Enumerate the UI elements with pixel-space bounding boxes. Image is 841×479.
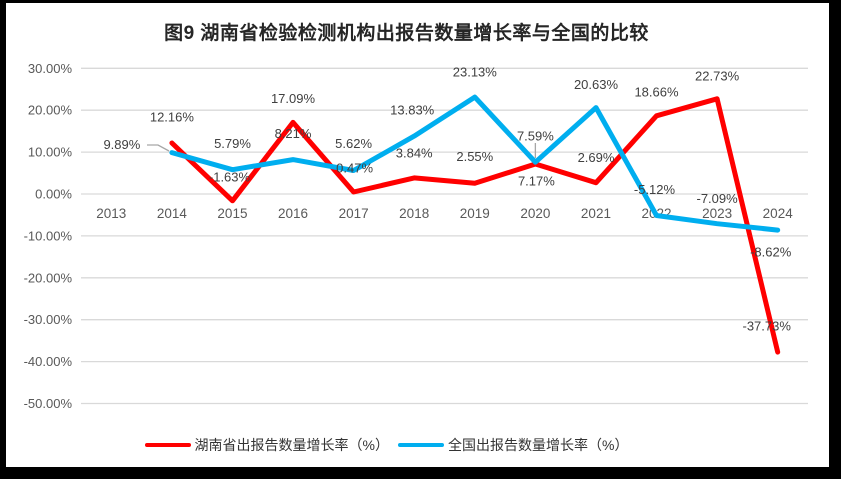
data-label: 5.62% [335, 136, 372, 151]
x-axis-tick-label: 2016 [278, 206, 308, 221]
x-axis-tick-label: 2017 [339, 206, 369, 221]
y-axis-tick-label: -10.00% [24, 228, 73, 243]
data-label: -37.73% [742, 319, 791, 334]
x-axis-tick-label: 2024 [763, 206, 794, 221]
legend-item-national: 全国出报告数量增长率（%） [398, 435, 628, 455]
data-label: 3.84% [396, 145, 433, 160]
chart-legend: 湖南省出报告数量增长率（%） 全国出报告数量增长率（%） [6, 434, 767, 456]
data-label: 22.73% [695, 68, 740, 83]
y-axis-tick-label: 20.00% [28, 103, 73, 118]
y-axis-tick-label: 10.00% [28, 145, 73, 160]
data-label: 8.21% [275, 126, 312, 141]
data-label: 7.17% [518, 174, 555, 189]
y-axis-tick-label: 0.00% [35, 187, 72, 202]
x-axis-tick-label: 2020 [520, 206, 550, 221]
y-axis-tick-label: -40.00% [24, 354, 73, 369]
data-label: 23.13% [453, 65, 498, 80]
data-label: 0.47% [336, 161, 373, 176]
data-label: 20.63% [574, 77, 619, 92]
data-label: -8.62% [750, 245, 792, 260]
data-label: 18.66% [634, 84, 679, 99]
y-axis-tick-label: 30.00% [28, 61, 73, 76]
x-axis-tick-label: 2014 [157, 206, 188, 221]
data-label: 13.83% [390, 103, 435, 118]
y-axis-tick-label: -30.00% [24, 312, 73, 327]
x-axis-tick-label: 2018 [399, 206, 429, 221]
series-line-national [169, 94, 781, 233]
x-axis-tick-label: 2021 [581, 206, 611, 221]
data-label: 2.55% [456, 149, 493, 164]
line-chart: 30.00% 20.00% 10.00% 0.00% -10.00% -20.00% -30… [24, 61, 808, 411]
series-line-hunan [169, 96, 781, 355]
legend-line-swatch [144, 443, 191, 447]
data-label: 2.69% [578, 150, 615, 165]
x-axis-tick-label: 2019 [460, 206, 490, 221]
data-label: -5.12% [634, 182, 676, 197]
x-axis-tick-label: 2023 [702, 206, 732, 221]
legend-item-hunan: 湖南省出报告数量增长率（%） [144, 435, 389, 455]
data-label: -7.09% [696, 191, 738, 206]
label-leader-line [147, 144, 170, 152]
data-label: 9.89% [103, 137, 140, 152]
y-axis-tick-label: -20.00% [24, 270, 73, 285]
data-label: 17.09% [271, 91, 316, 106]
legend-label: 全国出报告数量增长率（%） [448, 437, 629, 453]
data-label: 5.79% [214, 136, 251, 151]
legend-line-swatch [398, 443, 444, 447]
data-label: -1.63% [209, 169, 251, 184]
chart-canvas: 图9 湖南省检验检测机构出报告数量增长率与全国的比较 30.00% 20.00% 1… [6, 3, 829, 467]
data-label: 7.59% [517, 129, 554, 144]
data-label: 12.16% [150, 110, 195, 125]
y-axis-tick-label: -50.00% [24, 396, 73, 411]
legend-label: 湖南省出报告数量增长率（%） [194, 437, 389, 453]
chart-title: 图9 湖南省检验检测机构出报告数量增长率与全国的比较 [164, 23, 649, 44]
x-axis-tick-label: 2015 [217, 206, 247, 221]
x-axis-tick-label: 2013 [96, 206, 126, 221]
